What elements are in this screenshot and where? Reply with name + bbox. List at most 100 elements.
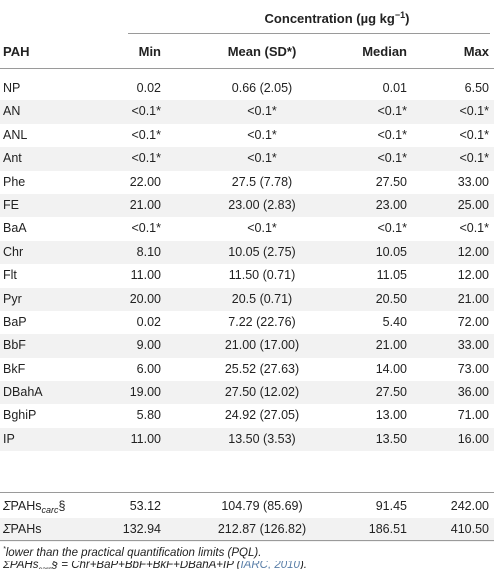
citation-link[interactable]: IARC, 2010 [240, 561, 300, 569]
cell-median: 13.00 [375, 408, 407, 423]
cell-median: 10.05 [375, 244, 407, 259]
cell-max: 410.50 [450, 522, 489, 537]
header-rule [0, 68, 494, 69]
footnote-subscript: carc [38, 566, 51, 569]
cell-max: 33.00 [457, 338, 489, 353]
sigma-symbol: Σ [3, 499, 11, 513]
table-row: Chr 8.10 10.05 (2.75) 10.05 12.00 [0, 240, 494, 265]
cell-min: 11.00 [130, 431, 161, 446]
cell-min: <0.1* [131, 104, 161, 119]
cell-median: 186.51 [368, 522, 407, 537]
cell-pah: DBahA [3, 385, 43, 400]
cell-min: 132.94 [122, 522, 161, 537]
table-row: IP 11.00 13.50 (3.53) 13.50 16.00 [0, 427, 494, 452]
cell-min: <0.1* [131, 151, 161, 166]
cell-pah: Phe [3, 174, 26, 189]
cell-min: 6.00 [136, 361, 161, 376]
col-header-mean: Mean (SD*) [227, 44, 297, 59]
sum-label: PAHs [10, 522, 42, 537]
cell-pah: Ant [3, 151, 22, 166]
sum-suffix: § [58, 499, 66, 513]
footnote-sum-definition: ΣPAHscarc§ = Chr+BaP+BbF+BkF+DBahA+IP (I… [3, 561, 307, 569]
table-row: DBahA 19.00 27.50 (12.02) 27.50 36.00 [0, 381, 494, 405]
cell-pah: BghiP [3, 408, 37, 423]
cell-max: <0.1* [459, 221, 489, 236]
cell-pah: ΣPAHs [3, 518, 42, 541]
cell-max: 12.00 [457, 268, 489, 283]
table-row: Ant <0.1* <0.1* <0.1* <0.1* [0, 147, 494, 171]
col-header-min: Min [138, 44, 161, 59]
footnote-text: lower than the practical quantification … [5, 547, 262, 559]
cell-pah: Flt [3, 268, 17, 283]
footnote-pql: *lower than the practical quantification… [3, 546, 261, 559]
cell-mean: <0.1* [247, 104, 277, 119]
cell-pah: NP [3, 81, 21, 95]
cell-median: 21.00 [375, 338, 407, 353]
cell-min: 19.00 [129, 385, 161, 400]
col-header-median: Median [362, 44, 407, 59]
cell-max: 73.00 [457, 361, 489, 376]
cell-min: <0.1* [131, 127, 161, 142]
cell-max: 16.00 [457, 431, 489, 446]
cell-median: <0.1* [377, 151, 407, 166]
sum-label: PAHs [10, 499, 42, 513]
cell-max: 33.00 [457, 174, 489, 189]
cell-mean: <0.1* [247, 221, 277, 236]
cell-max: 21.00 [457, 291, 489, 306]
cell-mean: 21.00 (17.00) [224, 338, 300, 353]
cell-pah: ΣPAHscarc§ [3, 495, 66, 522]
cell-mean: 13.50 (3.53) [228, 431, 296, 446]
sigma-symbol: Σ [3, 522, 11, 537]
col-header-pah: PAH [3, 44, 30, 59]
cell-max: 242.00 [450, 499, 489, 513]
cell-min: <0.1* [131, 221, 161, 236]
concentration-exponent: −1 [394, 10, 406, 20]
cell-min: 0.02 [136, 81, 161, 95]
table-row: AN <0.1* <0.1* <0.1* <0.1* [0, 100, 494, 124]
concentration-rule [128, 33, 490, 34]
cell-min: 21.00 [129, 197, 161, 212]
cell-mean: <0.1* [247, 151, 277, 166]
table-row: BkF 6.00 25.52 (27.63) 14.00 73.00 [0, 358, 494, 381]
cell-min: 53.12 [129, 499, 161, 513]
cell-pah: Pyr [3, 291, 22, 306]
cell-median: 5.40 [382, 314, 407, 329]
cell-pah: IP [3, 431, 15, 446]
cell-median: 27.50 [375, 385, 407, 400]
cell-mean: 11.50 (0.71) [228, 268, 296, 283]
table-row: ANL <0.1* <0.1* <0.1* <0.1* [0, 124, 494, 147]
cell-min: 9.00 [136, 338, 161, 353]
cell-pah: Chr [3, 244, 24, 259]
cell-pah: FE [3, 197, 19, 212]
concentration-header: Concentration (µg kg−1) [212, 10, 462, 26]
cell-mean: 104.79 (85.69) [221, 499, 303, 513]
table-row: BbF 9.00 21.00 (17.00) 21.00 33.00 [0, 334, 494, 358]
footnote-mark: * [3, 546, 6, 553]
cell-max: 12.00 [457, 244, 489, 259]
table-body: NP 0.02 0.66 (2.05) 0.01 6.50 AN <0.1* <0.1* <0… [0, 77, 494, 452]
cell-median: <0.1* [377, 104, 407, 119]
cell-mean: 212.87 (126.82) [217, 522, 307, 537]
cell-min: 20.00 [129, 291, 161, 306]
cell-pah: BaA [3, 221, 27, 236]
cell-median: 11.05 [376, 268, 407, 283]
cell-median: 0.01 [382, 81, 407, 95]
cell-max: <0.1* [459, 151, 489, 166]
cell-min: 22.00 [129, 174, 161, 189]
table-bottom-rule [0, 540, 494, 541]
cell-median: 91.45 [375, 499, 407, 513]
cell-median: <0.1* [377, 127, 407, 142]
cell-min: 8.10 [136, 244, 161, 259]
cell-mean: 7.22 (22.76) [228, 314, 296, 329]
cell-min: 0.02 [136, 314, 161, 329]
table-row: Phe 22.00 27.5 (7.78) 27.50 33.00 [0, 171, 494, 194]
cell-mean: 25.52 (27.63) [224, 361, 300, 376]
cell-pah: BaP [3, 314, 27, 329]
table-row: Pyr 20.00 20.5 (0.71) 20.50 21.00 [0, 287, 494, 311]
cell-pah: AN [3, 104, 21, 119]
cell-min: 5.80 [136, 408, 161, 423]
footnote-formula: § = Chr+BaP+BbF+BkF+DBahA+IP ( [51, 561, 241, 569]
footnote-lhs: ΣPAHs [3, 561, 39, 569]
cell-mean: <0.1* [247, 127, 277, 142]
